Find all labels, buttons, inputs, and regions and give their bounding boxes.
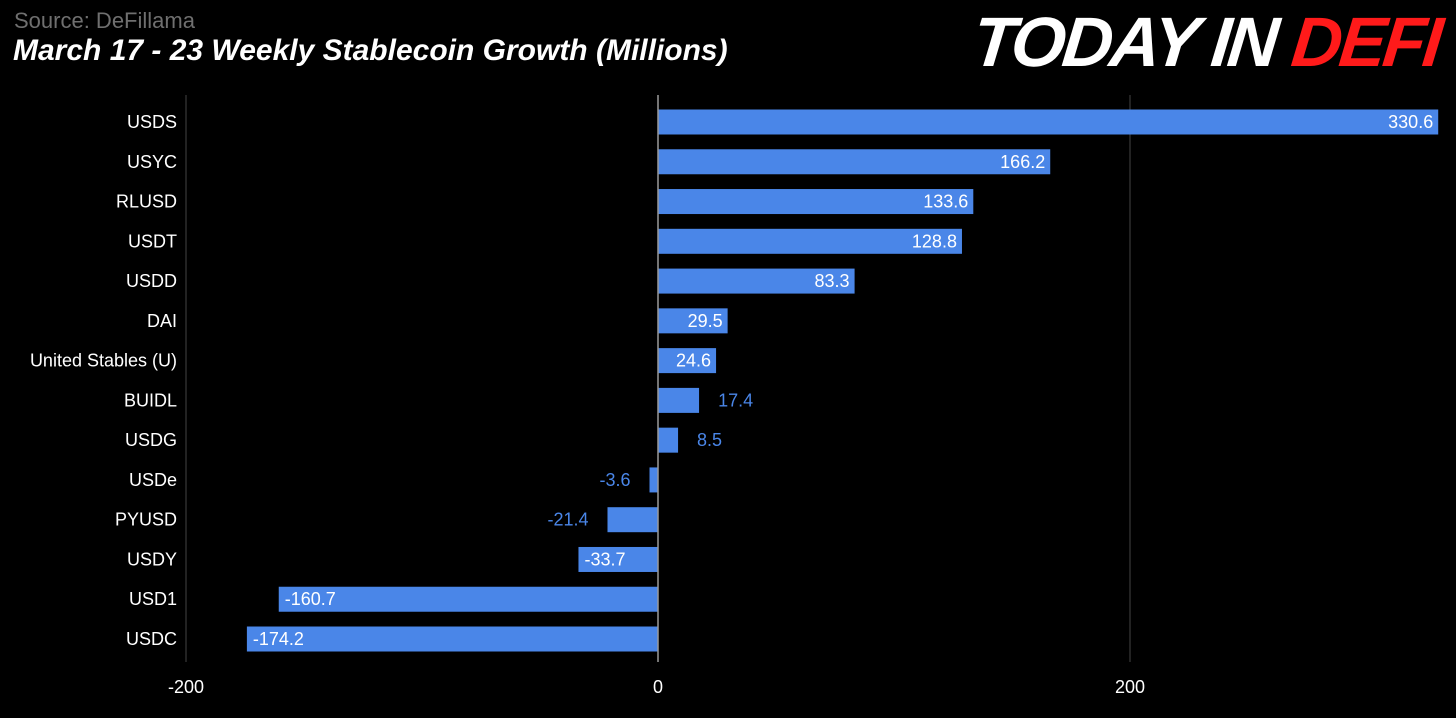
category-label: USDG <box>125 430 177 450</box>
data-label: 166.2 <box>1000 152 1045 172</box>
data-label: -21.4 <box>547 510 588 530</box>
data-label: 8.5 <box>697 430 722 450</box>
category-label: USYC <box>127 152 177 172</box>
bar-rlusd <box>658 189 974 215</box>
x-tick-label: 200 <box>1115 677 1145 697</box>
data-label: 330.6 <box>1388 112 1433 132</box>
data-label: 24.6 <box>676 351 711 371</box>
data-label: 128.8 <box>912 231 957 251</box>
category-label: DAI <box>147 311 177 331</box>
data-label: 83.3 <box>815 271 850 291</box>
category-label: PYUSD <box>115 510 177 530</box>
data-label: 29.5 <box>688 311 723 331</box>
category-label: USDS <box>127 112 177 132</box>
bar-usdg <box>658 427 679 453</box>
bar-usd1 <box>278 586 658 612</box>
bar-usds <box>658 109 1439 135</box>
bars <box>246 109 1439 652</box>
bar-usdd <box>658 268 855 294</box>
bar-pyusd <box>607 507 658 533</box>
data-label: -3.6 <box>599 470 630 490</box>
category-label: USDD <box>126 271 177 291</box>
source-label: Source: DeFillama <box>14 8 195 33</box>
data-label: -160.7 <box>285 589 336 609</box>
category-label: USDY <box>127 549 177 569</box>
x-tick-label: 0 <box>653 677 663 697</box>
data-label: -33.7 <box>584 549 625 569</box>
category-label: BUIDL <box>124 390 177 410</box>
data-label: -174.2 <box>253 629 304 649</box>
bar-usdt <box>658 228 962 254</box>
bar-buidl <box>658 387 700 413</box>
labels: -200 0 200 USDS 330.6 USYC 166.2 RLUSD 133.6 USDT… <box>30 112 1433 697</box>
bar-dai <box>658 308 728 334</box>
grid-lines <box>185 95 1131 662</box>
category-label: USDe <box>129 470 177 490</box>
bar-usdc <box>246 626 658 652</box>
category-label: USD1 <box>129 589 177 609</box>
bar-usyc <box>658 149 1051 175</box>
data-label: 133.6 <box>923 192 968 212</box>
category-label: RLUSD <box>116 192 177 212</box>
bar-usde <box>649 467 658 493</box>
bar-united-stables-u- <box>658 348 717 374</box>
category-label: USDT <box>128 231 177 251</box>
chart-title: March 17 - 23 Weekly Stablecoin Growth (… <box>13 34 728 67</box>
data-label: 17.4 <box>718 390 753 410</box>
category-label: United Stables (U) <box>30 351 177 371</box>
bar-usdy <box>578 546 658 572</box>
category-label: USDC <box>126 629 177 649</box>
x-tick-label: -200 <box>168 677 204 697</box>
